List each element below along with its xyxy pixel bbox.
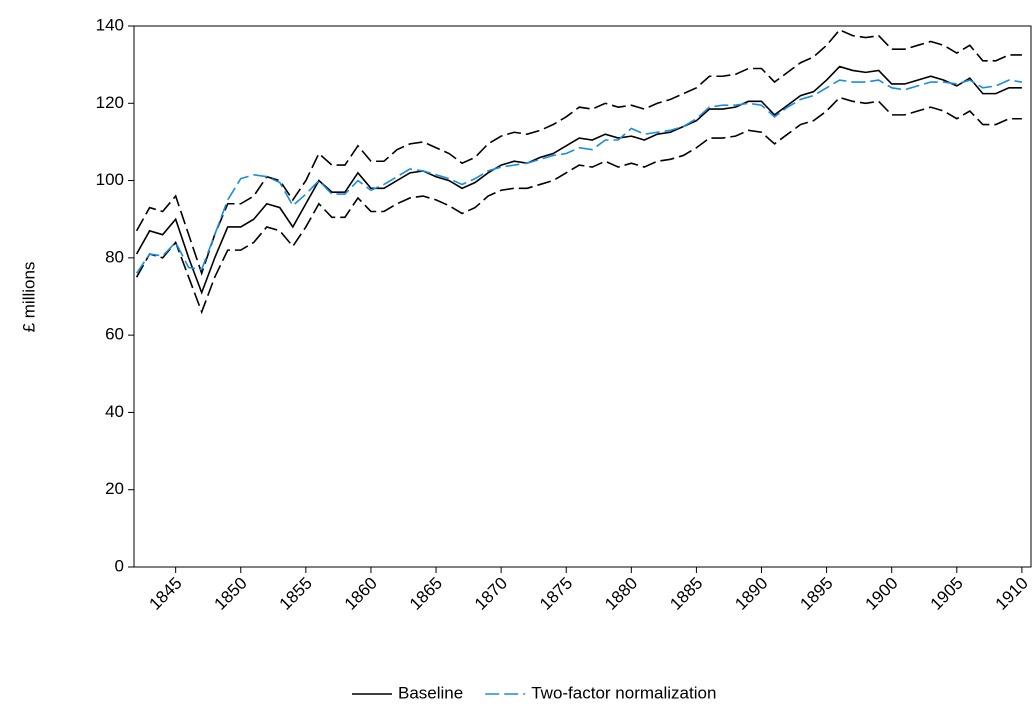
x-tick-label: 1875 — [536, 574, 576, 614]
y-tick-label: 60 — [105, 325, 124, 344]
series-line — [135, 79, 1023, 274]
series-line — [135, 96, 1022, 315]
x-tick-label: 1910 — [992, 574, 1032, 614]
legend-label: Baseline — [398, 683, 463, 702]
plot-frame — [133, 25, 1032, 568]
y-tick-label: 120 — [96, 93, 124, 112]
y-tick-label: 140 — [96, 15, 124, 34]
y-tick-label: 0 — [115, 556, 124, 575]
series-line — [135, 65, 1022, 295]
y-tick-label: 20 — [105, 479, 124, 498]
x-tick-label: 1885 — [666, 574, 706, 614]
x-tick-label: 1855 — [276, 574, 316, 614]
x-tick-label: 1850 — [211, 574, 251, 614]
y-tick-label: 40 — [105, 402, 124, 421]
y-axis-label: £ millions — [19, 262, 38, 333]
x-tick-label: 1880 — [601, 574, 641, 614]
x-tick-label: 1845 — [145, 574, 185, 614]
x-tick-label: 1890 — [731, 574, 771, 614]
x-tick-label: 1900 — [862, 574, 902, 614]
x-tick-label: 1865 — [406, 574, 446, 614]
x-tick-label: 1905 — [927, 574, 967, 614]
x-tick-label: 1870 — [471, 574, 511, 614]
x-tick-label: 1860 — [341, 574, 381, 614]
legend-label: Two-factor normalization — [531, 683, 716, 702]
y-tick-label: 80 — [105, 247, 124, 266]
series-line — [135, 28, 1022, 276]
x-tick-label: 1895 — [796, 574, 836, 614]
y-tick-label: 100 — [96, 170, 124, 189]
